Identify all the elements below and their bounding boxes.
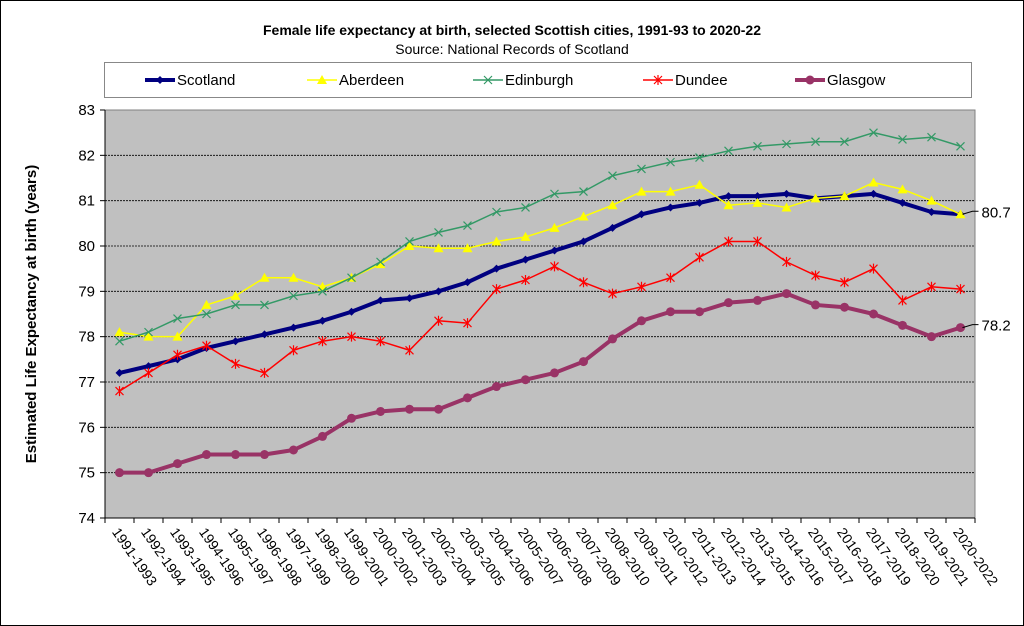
- legend: Scotland Aberdeen Edinburgh Dundee Glasgow: [104, 62, 972, 98]
- legend-item-aberdeen: Aberdeen: [307, 72, 404, 89]
- legend-item-dundee: Dundee: [643, 72, 728, 89]
- legend-marker-edinburgh: [483, 75, 493, 85]
- legend-marker-aberdeen: [317, 75, 327, 84]
- legend-label-scotland: Scotland: [177, 72, 235, 89]
- legend-marker-scotland: [156, 76, 164, 84]
- chart-subtitle: Source: National Records of Scotland: [395, 41, 629, 57]
- chart-title: Female life expectancy at birth, selecte…: [262, 22, 761, 38]
- legend-item-edinburgh: Edinburgh: [473, 72, 573, 89]
- legend-item-scotland: Scotland: [145, 72, 235, 89]
- legend-label-edinburgh: Edinburgh: [505, 72, 573, 89]
- legend-label-dundee: Dundee: [675, 72, 728, 89]
- legend-item-glasgow: Glasgow: [795, 72, 886, 89]
- legend-label-glasgow: Glasgow: [827, 72, 886, 89]
- legend-label-aberdeen: Aberdeen: [339, 72, 404, 89]
- legend-svg: Scotland Aberdeen Edinburgh Dundee Glasgow: [145, 72, 886, 89]
- legend-marker-glasgow: [805, 75, 815, 85]
- legend-marker-dundee: [653, 75, 663, 85]
